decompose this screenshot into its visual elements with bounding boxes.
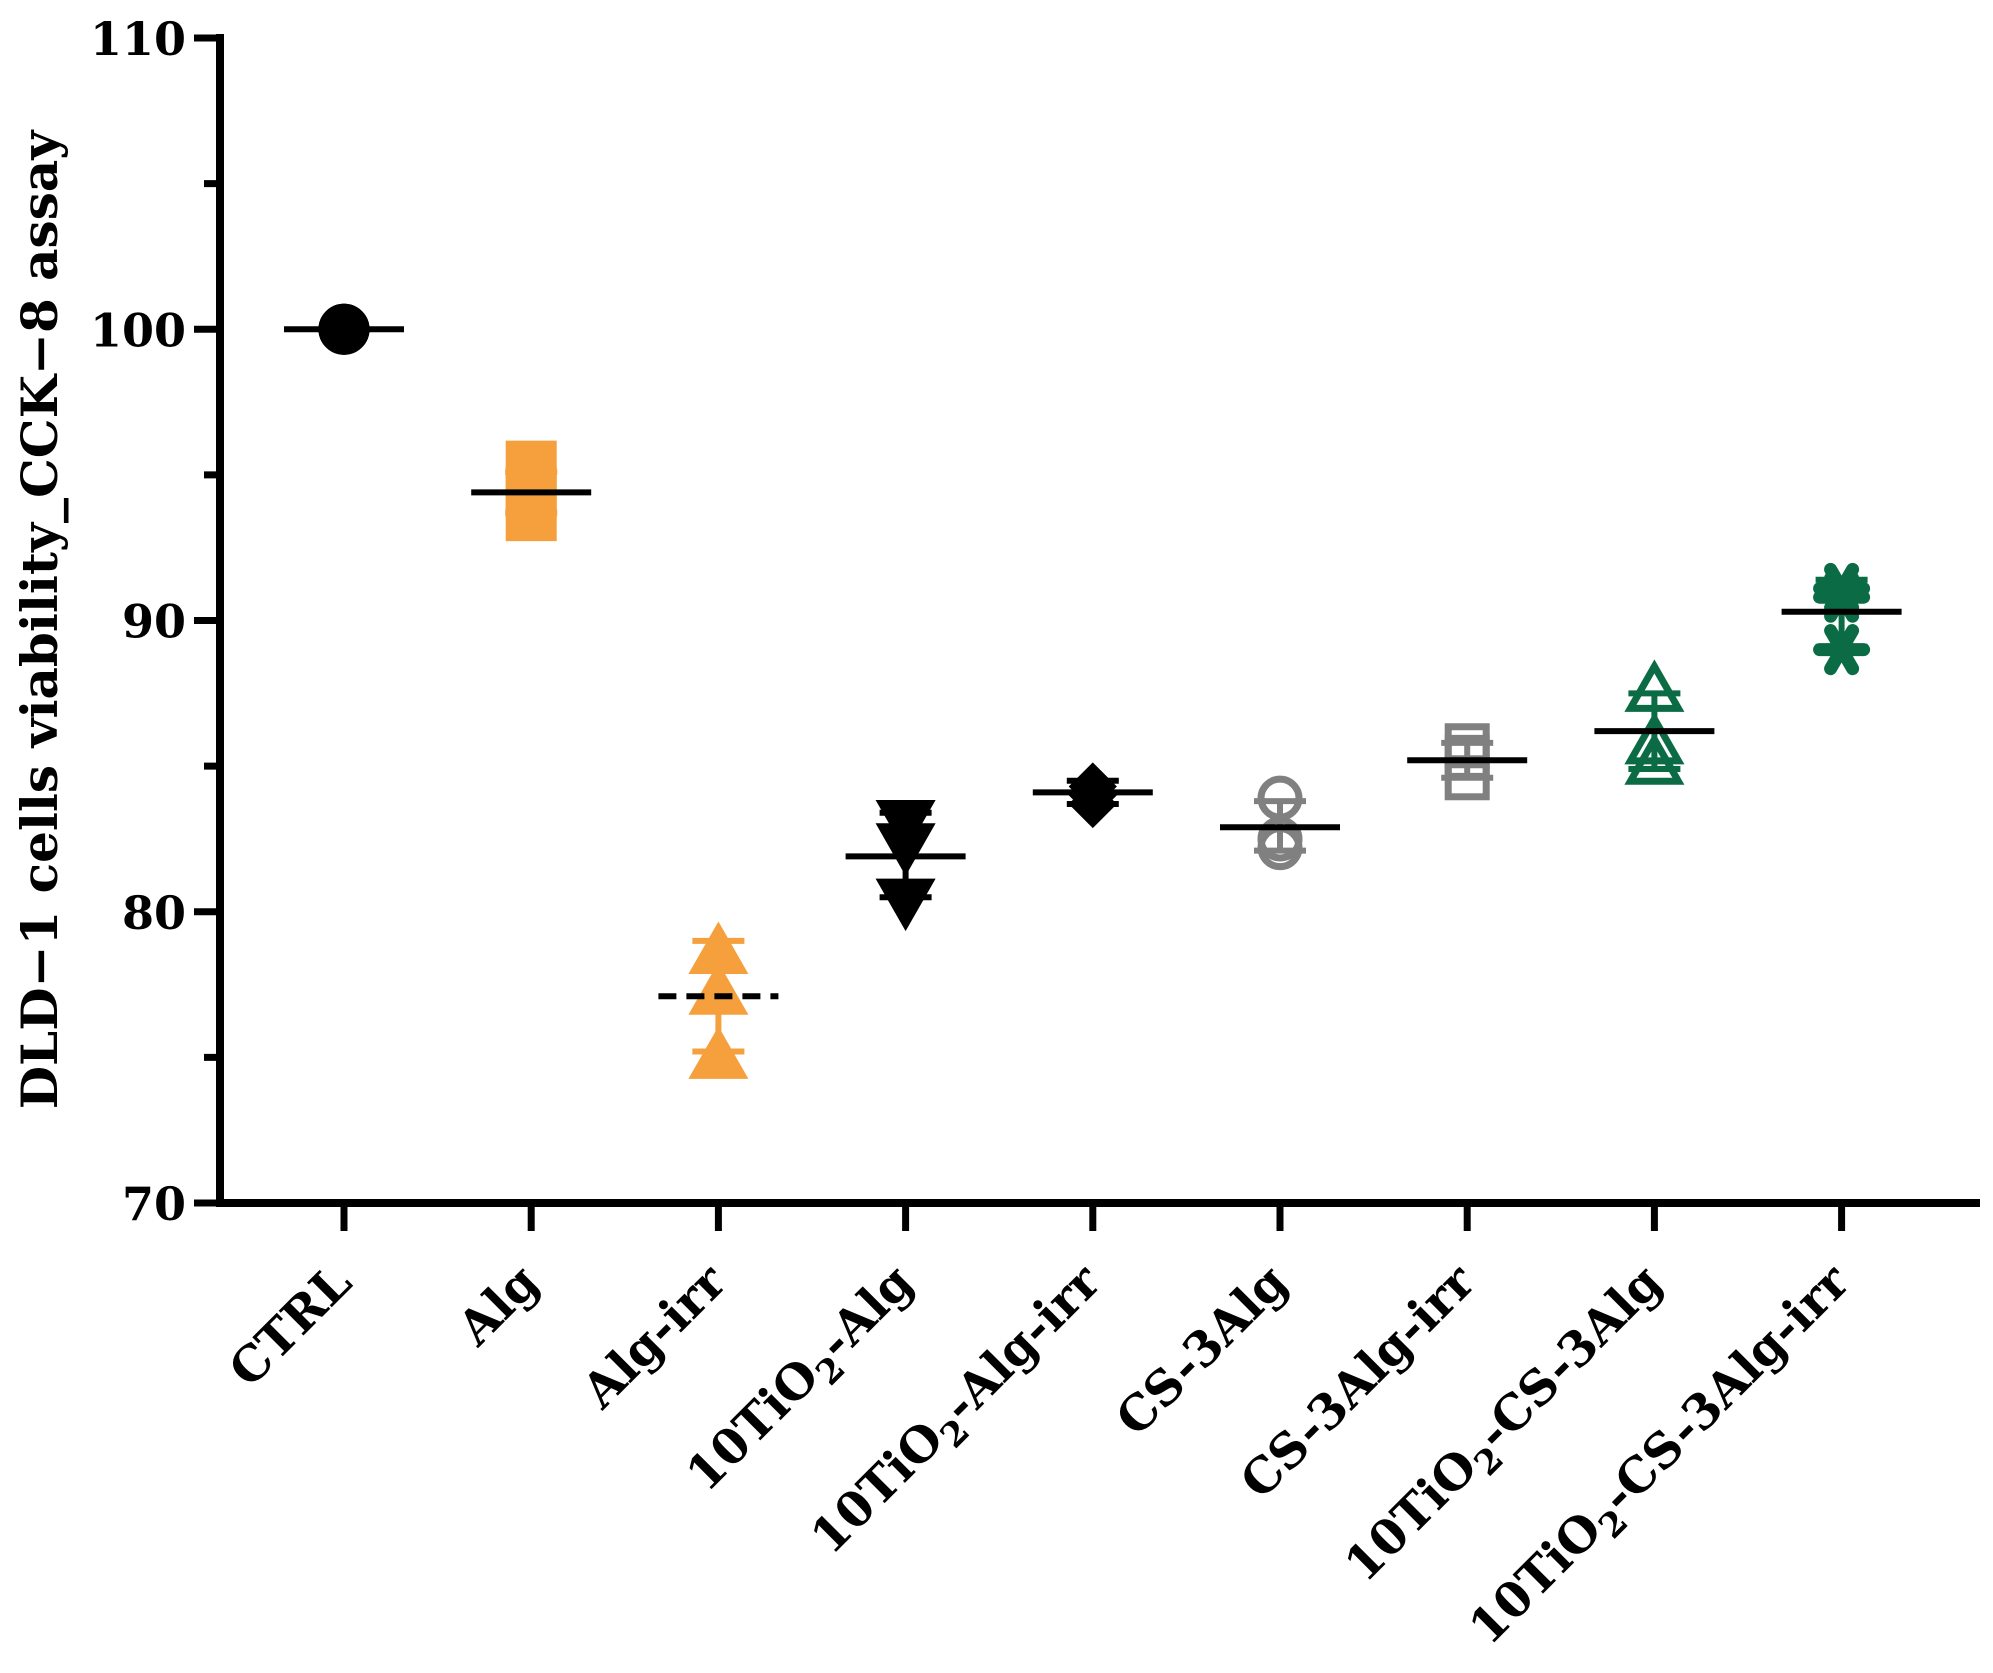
x-category-label: CTRL bbox=[219, 1254, 363, 1398]
x-category-label: Alg-irr bbox=[571, 1253, 738, 1420]
x-category-label: 10TiO2-CS-3Alg-irr bbox=[1459, 1253, 1867, 1661]
x-category-label-main: CS-3Alg bbox=[1105, 1254, 1298, 1447]
data-marks bbox=[284, 303, 1902, 1079]
x-category-label: CS-3Alg bbox=[1105, 1254, 1298, 1447]
x-category-label: 10TiO2-CS-3Alg bbox=[1334, 1254, 1679, 1599]
x-category-label-rest: -CS-3Alg bbox=[1466, 1254, 1673, 1461]
x-category-label-main: 10TiO bbox=[1459, 1501, 1614, 1656]
x-category-label-main: Alg-irr bbox=[571, 1253, 738, 1420]
x-category-label-main: 10TiO bbox=[1334, 1438, 1489, 1593]
x-category-label: Alg bbox=[446, 1254, 549, 1357]
x-category-label-main: 10TiO bbox=[800, 1410, 955, 1565]
y-tick-label: 100 bbox=[90, 303, 186, 357]
y-tick-label: 110 bbox=[90, 12, 186, 66]
y-tick-label: 80 bbox=[122, 886, 186, 940]
x-category-label-main: CTRL bbox=[219, 1254, 363, 1398]
x-category-label-main: Alg bbox=[446, 1254, 549, 1357]
y-tick-label: 70 bbox=[122, 1177, 186, 1231]
x-category-label-rest: -Alg-irr bbox=[932, 1253, 1112, 1433]
y-axis-title: DLD−1 cells viability_CCK−8 assay bbox=[10, 129, 69, 1110]
y-tick-label: 90 bbox=[122, 595, 186, 649]
data-point-triangle-up bbox=[1624, 732, 1685, 785]
x-category-label-main: 10TiO bbox=[676, 1348, 831, 1503]
